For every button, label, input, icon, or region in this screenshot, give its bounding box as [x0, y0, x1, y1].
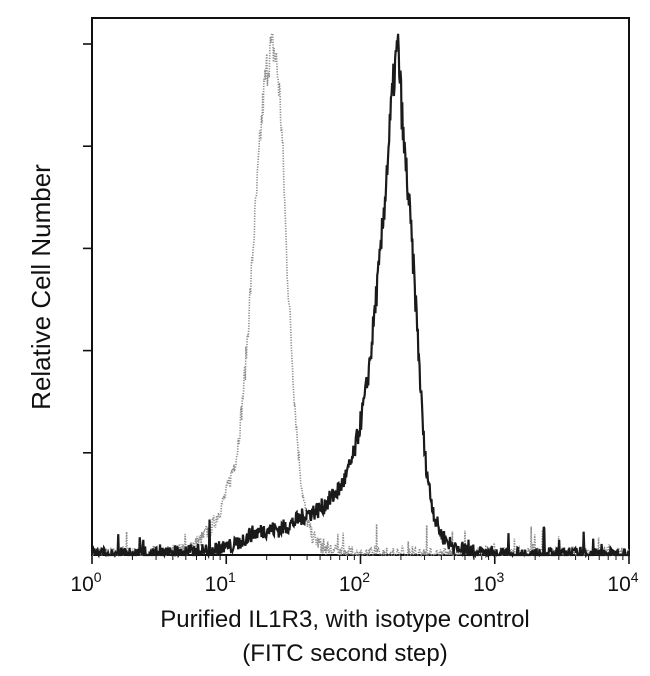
x-axis-label-line-1: Purified IL1R3, with isotype control	[160, 606, 530, 633]
x-axis-ticks	[91, 555, 630, 564]
x-tick-label: 100	[70, 569, 101, 596]
plot-frame	[91, 17, 630, 556]
histogram-series-2	[90, 33, 631, 560]
histogram-line-1	[91, 32, 630, 558]
y-axis-ticks	[83, 43, 92, 454]
x-tick-label: 103	[473, 569, 504, 596]
x-axis-tick-labels: 100 101 102 103 104	[70, 569, 638, 596]
x-tick-label: 101	[205, 569, 236, 596]
x-tick-label: 104	[607, 569, 638, 596]
histogram-line-2	[90, 33, 631, 560]
series-layer	[90, 32, 631, 560]
x-tick-label: 102	[339, 569, 370, 596]
y-axis-label: Relative Cell Number	[26, 164, 56, 410]
x-axis-label-line-2: (FITC second step)	[242, 640, 447, 667]
histogram-series-1	[91, 32, 630, 558]
